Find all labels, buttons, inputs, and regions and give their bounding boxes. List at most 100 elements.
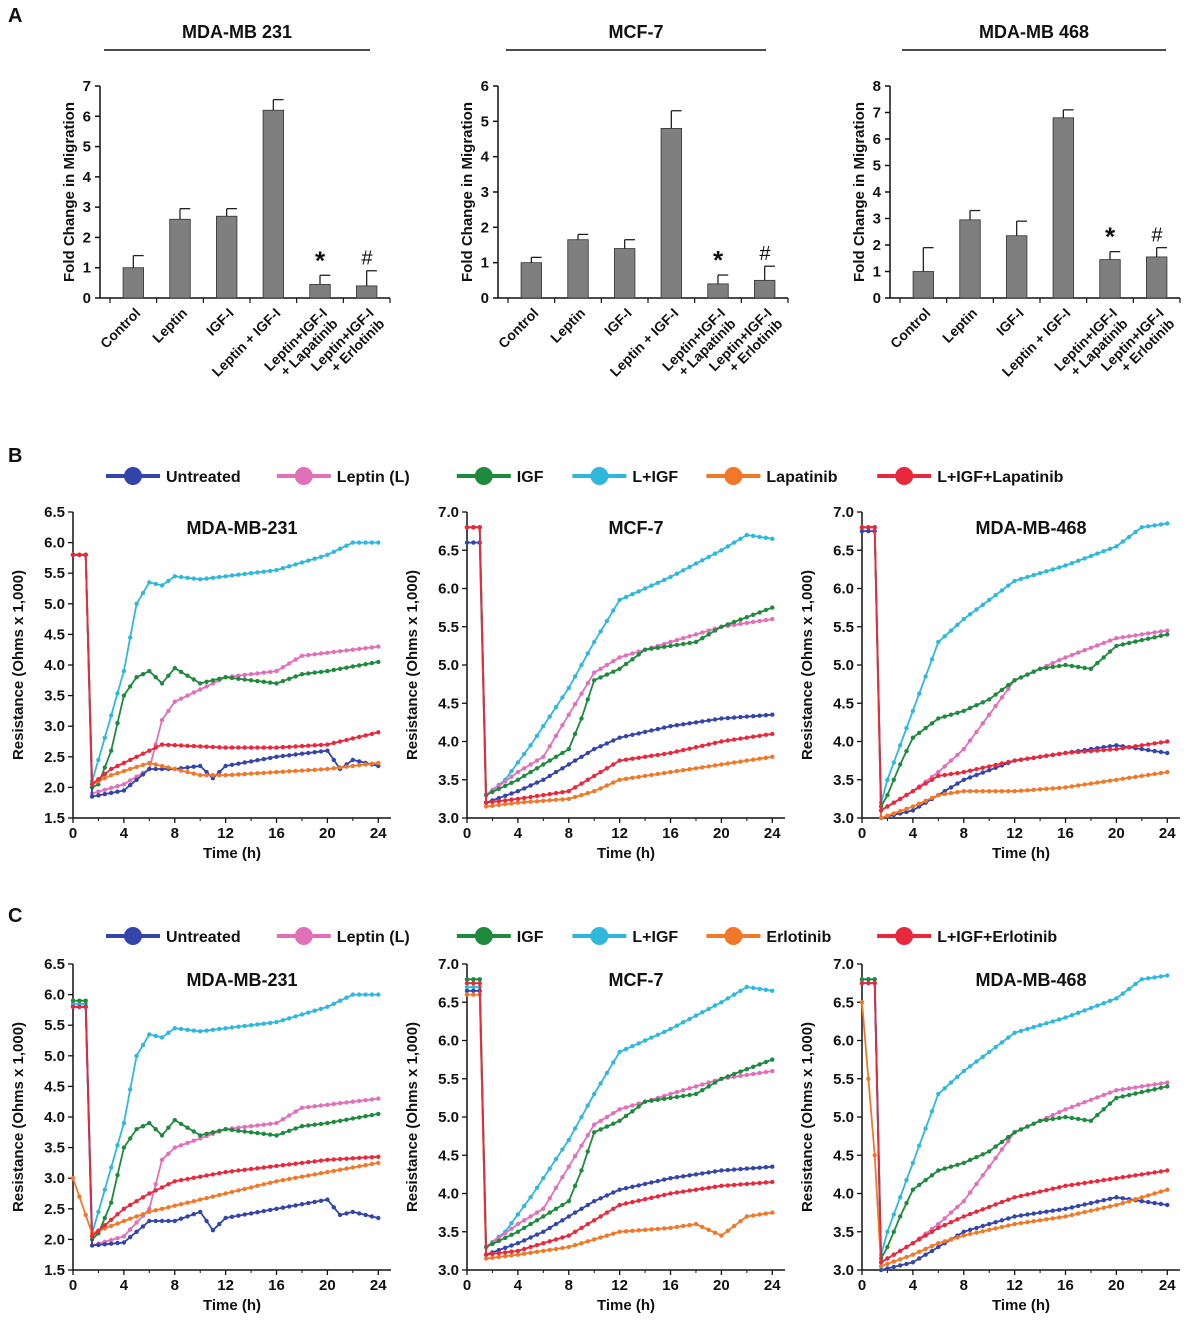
data-point (541, 762, 546, 767)
data-point (1114, 1088, 1119, 1093)
data-point (166, 673, 171, 678)
data-point (929, 1243, 935, 1249)
data-point (248, 1166, 254, 1172)
data-point (592, 639, 597, 645)
data-point (598, 786, 603, 791)
data-point (662, 577, 667, 583)
data-point (1057, 785, 1062, 791)
data-point (700, 636, 705, 641)
data-point (738, 1182, 743, 1187)
data-point (191, 1212, 196, 1217)
data-point (757, 756, 762, 761)
data-point (1012, 1130, 1017, 1135)
data-point (1095, 660, 1100, 666)
series-untreated (464, 988, 775, 1257)
data-point (172, 665, 177, 671)
data-point (274, 1206, 279, 1212)
data-point (77, 998, 82, 1003)
y-tick-label: 5 (481, 113, 489, 130)
data-point (1152, 771, 1157, 777)
data-point (89, 1243, 95, 1248)
data-point (655, 1178, 660, 1184)
x-tick-label: 20 (1108, 1277, 1125, 1294)
data-point (757, 1062, 762, 1067)
data-point (1152, 975, 1157, 980)
data-point (987, 1164, 992, 1169)
data-point (942, 1086, 947, 1091)
data-point (528, 1195, 533, 1200)
data-point (757, 1070, 762, 1076)
bar (959, 219, 981, 299)
data-point (649, 728, 654, 733)
data-point (198, 773, 203, 778)
data-point (604, 1233, 610, 1238)
data-point (955, 781, 960, 786)
data-point (553, 1156, 559, 1162)
data-point (350, 1156, 355, 1161)
data-point (1069, 784, 1075, 789)
data-point (96, 757, 101, 763)
data-point (560, 1235, 565, 1240)
data-point (166, 708, 171, 714)
data-point (217, 1128, 222, 1134)
data-point (287, 753, 292, 758)
data-point (592, 773, 597, 779)
data-point (515, 769, 521, 775)
series-leptin-l- (464, 977, 775, 1250)
data-point (344, 737, 349, 743)
data-point (185, 693, 190, 698)
data-point (363, 1212, 368, 1218)
data-point (1006, 1134, 1011, 1140)
data-point (547, 1196, 552, 1201)
data-point (102, 1215, 108, 1221)
bar (660, 127, 682, 299)
data-point (993, 1045, 998, 1050)
data-point (147, 766, 152, 772)
data-point (350, 757, 355, 763)
data-point (904, 748, 909, 754)
y-tick-label: 0 (83, 290, 91, 307)
data-point (700, 1010, 705, 1015)
data-point (134, 1220, 139, 1225)
data-point (331, 1101, 336, 1107)
data-point (1107, 1196, 1113, 1202)
data-point (719, 1076, 724, 1082)
data-point (293, 1175, 298, 1181)
data-point (185, 575, 190, 580)
data-point (700, 1224, 705, 1230)
data-point (515, 796, 521, 802)
y-tick-label: 6.5 (44, 956, 65, 973)
y-tick-label: 4 (83, 169, 92, 186)
data-point (623, 734, 629, 739)
data-point (948, 1080, 954, 1085)
legend-marker (474, 927, 493, 945)
y-tick-label: 3.5 (44, 688, 65, 705)
data-point (611, 1121, 616, 1126)
x-tick-label: 0 (858, 825, 866, 842)
data-point (255, 1123, 260, 1128)
y-tick-label: 4.0 (44, 1109, 65, 1126)
data-point (891, 800, 896, 805)
data-point (509, 780, 514, 785)
data-point (166, 1125, 171, 1130)
data-point (961, 1160, 966, 1166)
data-point (1018, 1220, 1024, 1226)
data-point (955, 622, 960, 627)
data-point (751, 1213, 756, 1218)
data-point (503, 793, 508, 798)
data-point (700, 765, 705, 770)
data-point (198, 577, 203, 582)
data-point (611, 1231, 616, 1236)
data-point (891, 1229, 896, 1235)
data-point (140, 751, 146, 756)
data-point (1126, 1174, 1132, 1179)
data-point (1126, 634, 1132, 639)
data-point (464, 540, 470, 545)
data-point (1012, 1030, 1017, 1036)
category-label: Control (97, 305, 144, 352)
data-point (325, 766, 330, 772)
y-tick-label: 1 (873, 264, 881, 281)
data-point (712, 763, 718, 768)
data-point (172, 1117, 177, 1123)
data-point (1120, 1196, 1126, 1201)
